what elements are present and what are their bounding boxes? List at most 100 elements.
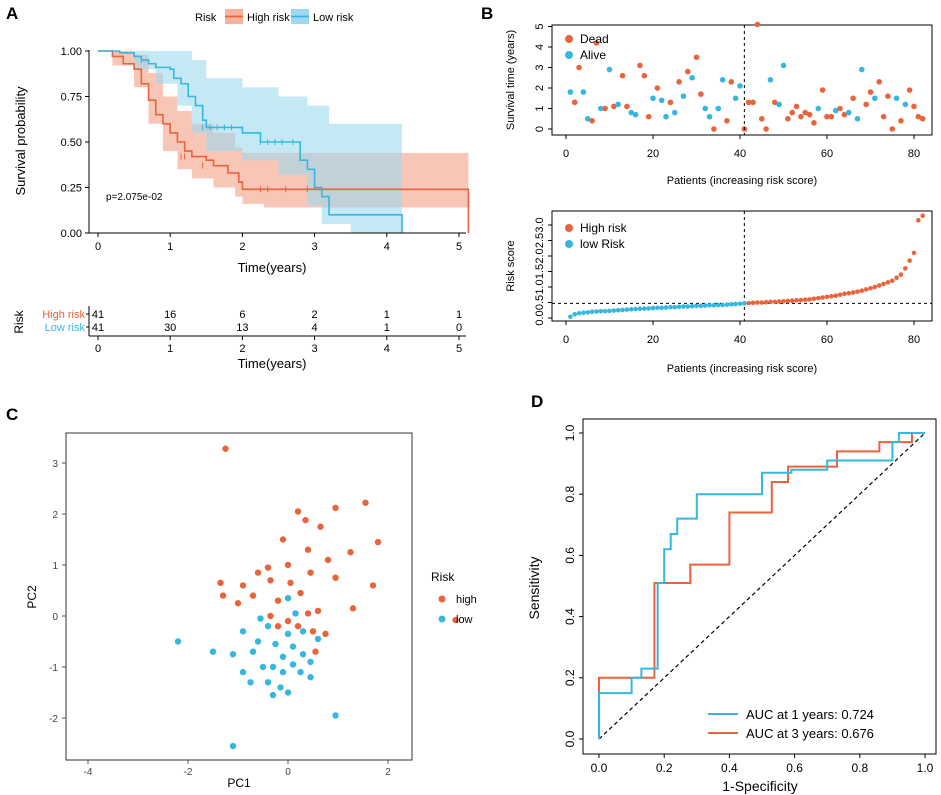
survival-status-point-dead [919, 115, 926, 122]
pca-x-axis-label: PC1 [227, 776, 251, 790]
pca-point-low [289, 661, 297, 668]
pca-point-low [299, 628, 307, 635]
risk-table-count: 16 [164, 309, 176, 321]
risk-score-point [916, 218, 921, 223]
risk-score-point [920, 213, 925, 218]
risk-score-point [907, 258, 912, 263]
pca-point-low [247, 679, 254, 686]
roc-x-tick-label: 0.2 [656, 761, 673, 775]
survival-status-point-alive [732, 95, 739, 102]
pca-point-low [314, 635, 322, 643]
survival-status-point-dead [750, 99, 756, 106]
pca-frame [65, 432, 413, 761]
pca-point-high [324, 556, 332, 564]
legend-dead-dot [565, 35, 573, 43]
risk-table-count: 0 [456, 322, 462, 334]
risk-table-count: 1 [456, 309, 462, 321]
survival-status-y-ticks: 0 1 2 3 4 5 [534, 23, 552, 132]
survival-status-y-tick-label: 4 [534, 44, 546, 50]
risk-score-y-tick-label: 1.5 [534, 264, 546, 279]
survival-status-x-tick-label: 0 [563, 148, 569, 160]
survival-status-point-alive [776, 101, 782, 108]
survival-status-point-alive [719, 77, 726, 83]
pca-point-high [302, 516, 309, 524]
pca-point-high [294, 508, 302, 515]
km-x-tick-label: 0 [95, 241, 101, 253]
km-x-tick-label: 1 [167, 241, 173, 253]
risk-table-count: 6 [239, 309, 245, 321]
km-curve-high [98, 50, 470, 233]
pca-point-low [264, 679, 272, 686]
pca-point-high [287, 579, 294, 587]
risk-score-point [707, 302, 712, 308]
pca-point-high [304, 546, 312, 553]
risk-score-point [855, 289, 860, 294]
risk-score-point [589, 309, 595, 315]
survival-status-point-dead [654, 85, 661, 91]
risk-score-point [594, 309, 599, 314]
survival-status-point-alive [598, 105, 604, 112]
pca-point-low [249, 648, 257, 655]
risk-score-point [663, 305, 669, 310]
risk-table-count: 4 [312, 322, 318, 334]
survival-status-point-alive [567, 89, 574, 95]
risk-score-point [628, 307, 634, 312]
km-survival-curves [98, 50, 470, 233]
survival-status-x-tick-label: 80 [908, 148, 920, 160]
km-x-ticks: 0 1 2 3 4 5 [95, 233, 462, 253]
survival-status-point-dead [724, 118, 730, 124]
risk-table-count: 13 [236, 322, 248, 334]
risk-score-point [859, 288, 865, 294]
pca-y-tick-label: -1 [49, 663, 58, 674]
survival-status-point-alive [671, 109, 678, 116]
pca-y-tick-label: 1 [52, 561, 58, 572]
survival-status-point-alive [658, 97, 665, 104]
risk-table-count: 41 [92, 322, 104, 334]
risk-score-point [585, 310, 591, 315]
pca-point-low [264, 623, 272, 630]
pca-point-high [264, 564, 272, 571]
legend-low-risk-dot [565, 240, 573, 248]
risk-score-point [802, 297, 808, 303]
panel-a-km-plot: Risk High risk Low risk 0.00 0.25 0.50 0.75… [12, 9, 470, 371]
pca-point-high [284, 561, 292, 569]
pca-point-low [269, 691, 277, 699]
roc-y-tick-label: 0.6 [563, 547, 577, 564]
risk-score-y-axis-label: Risk score [505, 240, 517, 291]
risk-table-count: 2 [312, 309, 318, 321]
risk-score-point [798, 297, 804, 303]
survival-status-y-tick-label: 5 [534, 23, 546, 29]
survival-status-point-dead [593, 40, 600, 46]
pca-point-high [312, 648, 319, 655]
risk-score-point [833, 293, 838, 298]
roc-y-axis-label: Sensitivity [526, 556, 542, 619]
risk-table-x-tick-label: 3 [312, 343, 318, 355]
risk-score-point [903, 266, 908, 271]
pca-point-high [322, 630, 329, 638]
pca-point-high [217, 579, 224, 587]
risk-score-point [746, 300, 751, 306]
pca-point-low [272, 640, 279, 648]
survival-status-point-dead [880, 113, 887, 120]
roc-legend-3yr-label: AUC at 3 years: 0.676 [746, 726, 874, 741]
risk-score-point [615, 307, 621, 313]
risk-table-cells: 41 16 6 2 1 141 30 13 4 1 0 [92, 309, 462, 334]
pca-point-low [229, 742, 237, 750]
risk-score-point [650, 305, 656, 311]
survival-status-point-dead [611, 103, 617, 110]
pca-point-low [174, 638, 182, 645]
pca-point-high [222, 445, 229, 452]
risk-score-point [611, 308, 617, 313]
survival-status-point-dead [811, 120, 817, 126]
survival-status-point-dead [898, 118, 904, 124]
risk-score-point [768, 299, 773, 305]
survival-status-point-alive [767, 77, 774, 83]
roc-curves [598, 432, 925, 739]
pca-legend-low-dot [438, 615, 446, 623]
survival-status-point-alive [902, 101, 909, 108]
km-confidence-bands [98, 51, 469, 233]
pca-legend-title: Risk [431, 570, 455, 584]
survival-status-point-dead [906, 87, 913, 93]
pca-legend: Risk high low [431, 570, 477, 626]
